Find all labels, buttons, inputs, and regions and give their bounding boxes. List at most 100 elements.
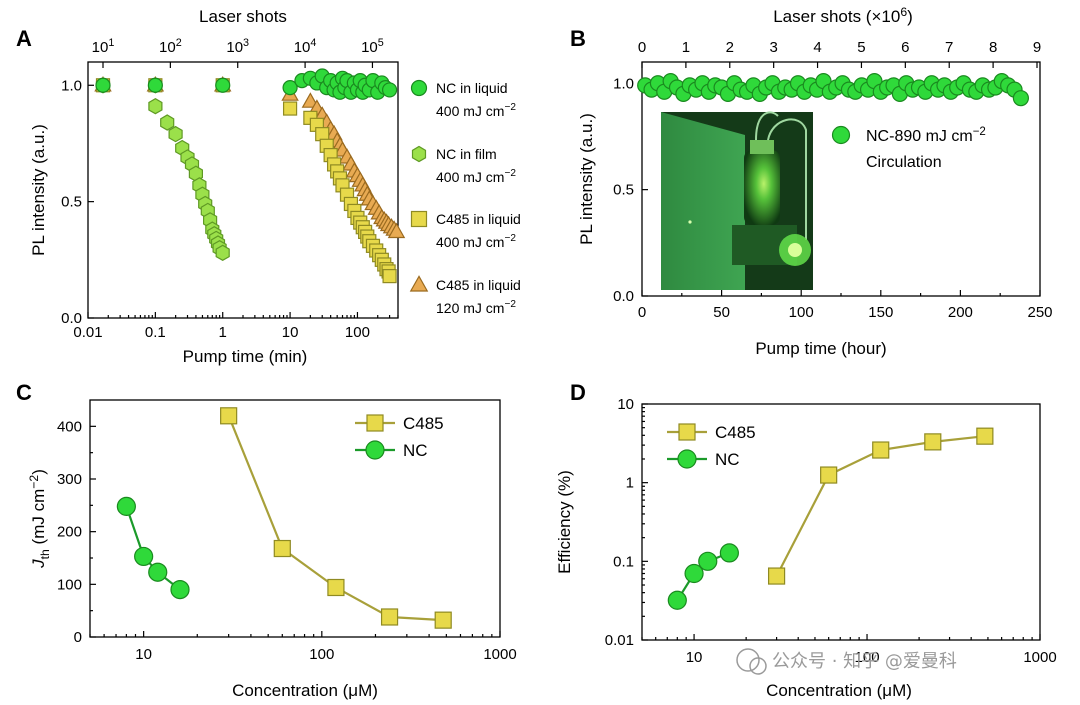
panel-d-point-nc — [719, 543, 739, 563]
panel-d-point-c485 — [767, 567, 786, 585]
photo-inset — [661, 111, 813, 290]
panel-d-point-c485 — [976, 427, 994, 445]
panel-a-x2tick-label: 103 — [226, 37, 249, 56]
panel-a-legend-label: NC in liquid — [436, 80, 508, 96]
panel-b-legend-marker — [831, 125, 851, 145]
panel-a-xtick-label: 100 — [345, 324, 370, 341]
panel-label-d: D — [570, 380, 586, 405]
panel-c-point-c485 — [273, 539, 291, 558]
panel-b-x2tick-label: 6 — [901, 39, 909, 56]
panel-b-x2tick-label: 0 — [638, 39, 646, 56]
panel-d-legend-label: NC — [715, 450, 740, 469]
panel-d-xlabel: Concentration (μM) — [766, 681, 912, 700]
panel-a-x2tick-label: 102 — [159, 37, 182, 56]
panel-a-point-c485_400 — [382, 269, 397, 284]
panel-b-x2tick-label: 2 — [726, 39, 734, 56]
panel-a-legend-marker — [410, 79, 428, 97]
panel-label-b: B — [570, 26, 586, 51]
panel-d-point-nc — [684, 563, 704, 584]
panel-b-ytick-label: 1.0 — [613, 75, 634, 92]
panel-b-legend-sublabel: Circulation — [866, 154, 942, 171]
panel-b-point — [1012, 90, 1029, 107]
panel-a-legend-marker — [411, 145, 427, 163]
panel-d-point-nc — [667, 590, 687, 610]
panel-c-point-nc — [170, 579, 190, 600]
panel-a-point-nc_film — [215, 244, 230, 261]
panel-b-ylabel: PL intensity (a.u.) — [577, 113, 596, 245]
panel-a-point-c485_120 — [301, 92, 320, 108]
panel-b-xtick-label: 0 — [638, 304, 646, 321]
panel-a-legend-marker — [409, 275, 429, 292]
panel-c-line-nc — [125, 506, 181, 591]
panel-d-ytick-label: 0.1 — [613, 553, 634, 570]
panel-a-xlabel: Pump time (min) — [183, 347, 308, 366]
panel-c-point-c485 — [434, 611, 452, 629]
panel-b-ytick-label: 0.5 — [613, 182, 634, 199]
panel-c-xtick-label: 100 — [309, 646, 334, 663]
panel-b-x2tick-label: 1 — [682, 39, 690, 56]
panel-d-legend-label: C485 — [715, 423, 756, 442]
panel-b-x2label: Laser shots (×106) — [773, 5, 913, 26]
panel-a-point-nc_liquid — [95, 77, 111, 93]
panel-b-xtick-label: 50 — [713, 304, 730, 321]
panel-a-point-nc_liquid — [147, 77, 163, 93]
panel-a-legend-label: NC in film — [436, 146, 497, 162]
panel-a-point-nc_liquid — [282, 79, 298, 96]
panel-d-xtick-label: 100 — [855, 649, 880, 666]
panel-c-legend-label: NC — [403, 441, 428, 460]
panel-c-ytick-label: 400 — [57, 418, 82, 435]
panel-a-x2tick-label: 101 — [92, 37, 115, 56]
panel-c-ytick-label: 300 — [57, 471, 82, 488]
panel-a-x2label: Laser shots — [199, 7, 287, 26]
watermark: 公众号 · 知乎 @爱曼科 — [736, 648, 957, 675]
panel-a-ytick-label: 0.5 — [61, 194, 82, 211]
panel-a-ytick-label: 0.0 — [61, 310, 82, 327]
panel-c-legend-label: C485 — [403, 414, 444, 433]
panel-a-point-nc_film — [160, 114, 175, 131]
panel-c-point-nc — [134, 546, 154, 567]
panel-a-x2tick-label: 105 — [361, 37, 384, 56]
panel-a-ytick-label: 1.0 — [61, 77, 82, 94]
panel-d-plot: 10 100 1000 0.01 0.1 1 10 Concentration (μM) Eff… — [555, 396, 1057, 700]
panel-a-point-nc_film — [168, 125, 183, 143]
panel-a-xtick-label: 10 — [282, 324, 299, 341]
panel-c-xtick-label: 10 — [135, 646, 152, 663]
panel-c-ytick-label: 200 — [57, 524, 82, 541]
panel-c-point-c485 — [380, 608, 399, 626]
panel-a-legend-sublabel: 400 mJ cm−2 — [436, 233, 516, 250]
panel-c-point-nc — [116, 496, 136, 516]
panel-d-ytick-label: 1 — [626, 475, 634, 492]
panel-d-legend-marker — [678, 423, 696, 441]
panel-label-c: C — [16, 380, 32, 405]
panel-a-point-nc_liquid — [381, 82, 398, 98]
panel-b-legend-label: NC-890 mJ cm−2 — [866, 126, 986, 145]
panel-b-x2tick-label: 4 — [813, 39, 821, 56]
panel-d-ytick-label: 10 — [617, 396, 634, 413]
panel-d-axes-frame — [641, 403, 1041, 641]
panel-b-xlabel: Pump time (hour) — [755, 339, 886, 358]
panel-c-legend-marker — [365, 440, 385, 460]
panel-d-xtick-label: 1000 — [1023, 649, 1056, 666]
panel-d-ylabel: Efficiency (%) — [555, 470, 574, 574]
panel-d-legend-marker — [677, 449, 697, 469]
panel-d-point-c485 — [820, 466, 838, 484]
panel-c-ytick-label: 0 — [74, 629, 82, 646]
panel-c-point-c485 — [220, 407, 238, 425]
panel-b-x2tick-label: 3 — [769, 39, 777, 56]
panel-d-ytick-label: 0.01 — [605, 632, 634, 649]
panel-c-legend-marker — [366, 414, 384, 432]
panel-label-a: A — [16, 26, 32, 51]
panel-c-xlabel: Concentration (μM) — [232, 681, 378, 700]
panel-a-legend-label: C485 in liquid — [436, 211, 521, 227]
panel-c-point-c485 — [327, 578, 345, 597]
panel-a-legend-sublabel: 120 mJ cm−2 — [436, 299, 516, 316]
panel-a-legend-label: C485 in liquid — [436, 277, 521, 293]
panel-b-ytick-label: 0.0 — [613, 288, 634, 305]
panel-d-xtick-label: 10 — [686, 649, 703, 666]
panel-c-axes-frame — [89, 399, 501, 638]
panel-a-point-nc_liquid — [215, 77, 231, 93]
panel-b-plot: 0 50 100 150 200 250 0.0 0.5 1.0 0 1 2 3 4 5 6 7 8 9 Pump t… — [577, 5, 1053, 358]
panel-b-xtick-label: 200 — [948, 304, 973, 321]
panel-c-ylabel: Jth (mJ cm−2) — [27, 469, 52, 569]
